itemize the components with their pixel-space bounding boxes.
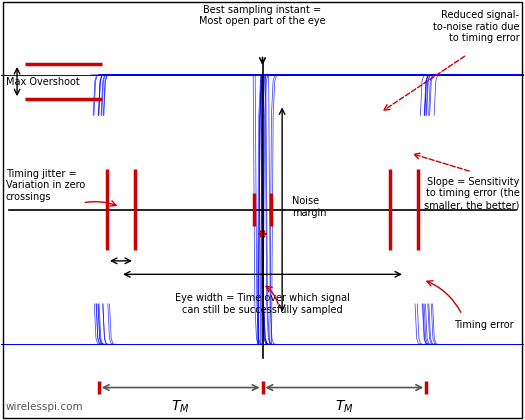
Text: Max Overshoot: Max Overshoot: [6, 76, 79, 87]
Text: wirelesspi.com: wirelesspi.com: [6, 402, 83, 412]
Text: $T_M$: $T_M$: [171, 398, 190, 415]
Text: Slope = Sensitivity
to timing error (the
smaller, the better): Slope = Sensitivity to timing error (the…: [424, 177, 519, 210]
Text: Reduced signal-
to-noise ratio due
to timing error: Reduced signal- to-noise ratio due to ti…: [433, 10, 519, 43]
Text: Noise
margin: Noise margin: [292, 196, 327, 218]
Text: Timing jitter =
Variation in zero
crossings: Timing jitter = Variation in zero crossi…: [6, 169, 85, 202]
Text: $T_M$: $T_M$: [335, 398, 354, 415]
Text: Timing error: Timing error: [454, 320, 513, 330]
Text: Eye width = Time over which signal
can still be successfully sampled: Eye width = Time over which signal can s…: [175, 293, 350, 315]
Text: Best sampling instant =
Most open part of the eye: Best sampling instant = Most open part o…: [199, 5, 326, 26]
